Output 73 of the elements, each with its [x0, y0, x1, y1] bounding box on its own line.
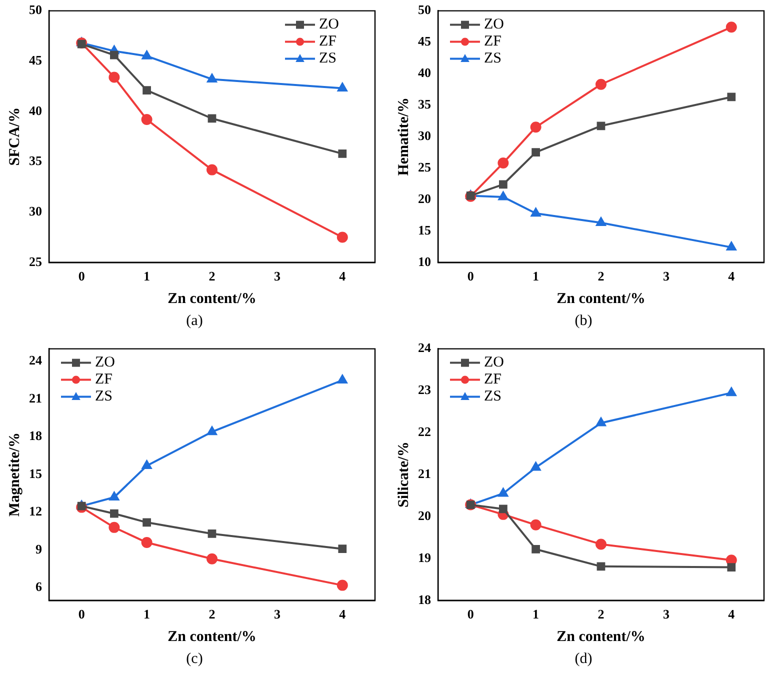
legend-label: ZF — [484, 34, 502, 50]
x-tick-label: 3 — [274, 268, 281, 284]
x-tick-label: 4 — [728, 606, 736, 622]
y-tick-label: 40 — [418, 65, 431, 80]
text: (a) — [185, 312, 204, 331]
legend-label: ZF — [319, 34, 337, 50]
text: (d) — [574, 650, 594, 669]
x-axis-title: Zn content/% — [168, 628, 256, 645]
x-tick-label: 1 — [144, 268, 150, 284]
y-tick-label: 50 — [418, 2, 431, 18]
y-tick-label: 30 — [29, 203, 42, 218]
y-tick-label: 50 — [29, 2, 42, 18]
x-tick-label: 0 — [78, 268, 85, 284]
text: (c) — [185, 650, 204, 669]
y-tick-label: 10 — [418, 254, 431, 269]
y-tick-label: 21 — [418, 466, 431, 481]
legend-label: ZS — [484, 50, 502, 67]
x-tick-label: 4 — [728, 268, 736, 284]
x-tick-label: 1 — [532, 268, 540, 284]
x-tick-label: 2 — [208, 606, 216, 622]
y-tick-label: 20 — [418, 508, 431, 523]
y-tick-label: 6 — [36, 579, 42, 594]
x-tick-label: 0 — [467, 606, 474, 622]
y-tick-label: 40 — [29, 102, 42, 118]
x-axis-title: Zn content/% — [556, 290, 646, 307]
x-tick-label: 4 — [339, 268, 346, 284]
x-tick-label: 0 — [78, 606, 85, 622]
y-axis-title: Silicate/% — [396, 442, 412, 508]
y-tick-label: 21 — [29, 390, 42, 406]
y-tick-label: 35 — [29, 153, 42, 168]
x-axis-title: Zn content/% — [168, 290, 256, 307]
x-tick-label: 2 — [598, 268, 604, 284]
y-tick-label: 24 — [29, 352, 42, 368]
x-tick-label: 2 — [598, 606, 604, 622]
legend-label: ZO — [484, 354, 504, 371]
legend-label: ZS — [95, 388, 113, 405]
y-tick-label: 35 — [418, 96, 432, 112]
y-tick-label: 15 — [29, 466, 42, 481]
y-tick-label: 25 — [29, 254, 42, 269]
x-tick-label: 0 — [467, 268, 474, 284]
y-tick-label: 9 — [36, 541, 42, 556]
x-axis-title: Zn content/% — [556, 628, 646, 645]
x-tick-label: 1 — [144, 606, 150, 622]
y-axis-title: SFCA/% — [6, 107, 23, 166]
legend-label: ZS — [484, 388, 502, 405]
y-tick-label: 15 — [418, 222, 432, 238]
legend-label: ZF — [95, 372, 113, 388]
y-tick-label: 45 — [418, 34, 432, 49]
y-tick-label: 18 — [29, 428, 42, 444]
legend-label: ZO — [319, 16, 340, 33]
y-tick-label: 45 — [29, 52, 42, 68]
x-tick-label: 3 — [274, 606, 281, 622]
text: (b) — [574, 312, 594, 331]
legend-label: ZO — [95, 354, 116, 371]
x-tick-label: 3 — [662, 268, 670, 284]
y-axis-title: Hematite/% — [396, 97, 412, 176]
legend-label: ZS — [319, 50, 337, 67]
y-tick-label: 19 — [418, 550, 432, 565]
legend-label: ZF — [484, 372, 502, 388]
y-tick-label: 30 — [418, 128, 431, 143]
x-tick-label: 4 — [339, 606, 346, 622]
y-axis-title: Magnetite/% — [6, 432, 23, 517]
legend-label: ZO — [484, 16, 504, 33]
y-tick-label: 23 — [418, 382, 432, 398]
y-tick-label: 18 — [418, 592, 432, 607]
y-tick-label: 24 — [418, 340, 432, 356]
x-tick-label: 3 — [662, 606, 670, 622]
y-tick-label: 12 — [29, 504, 42, 519]
y-tick-label: 20 — [418, 190, 431, 206]
x-tick-label: 1 — [532, 606, 540, 622]
x-tick-label: 2 — [208, 268, 216, 284]
y-tick-label: 25 — [418, 159, 432, 174]
y-tick-label: 22 — [418, 424, 431, 440]
